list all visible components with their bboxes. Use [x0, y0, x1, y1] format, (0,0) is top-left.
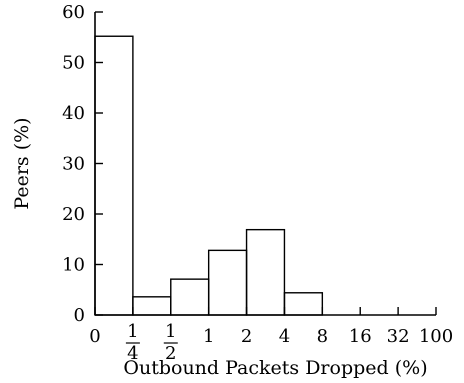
- y-tick-label: 0: [74, 305, 85, 326]
- y-tick-label: 30: [62, 154, 85, 175]
- y-tick-label: 20: [62, 204, 85, 225]
- x-tick-fraction: 14: [125, 321, 140, 364]
- x-tick-label: 0: [89, 326, 100, 347]
- x-tick-denominator: 4: [127, 343, 138, 364]
- histogram-bar-1: [132, 296, 172, 316]
- histogram-bar-3: [207, 249, 248, 316]
- x-tick-numerator: 1: [165, 321, 176, 342]
- x-tick-label: 2: [241, 326, 252, 347]
- y-axis-label: Peers (%): [11, 117, 33, 209]
- histogram-bar-2: [170, 278, 210, 316]
- y-tick-label: 60: [62, 2, 85, 23]
- y-tick-label: 10: [62, 255, 85, 276]
- x-tick-label: 4: [279, 326, 290, 347]
- y-axis-ticks: 0 10 20 30 40 50 60: [62, 2, 103, 326]
- histogram-bar-4: [245, 228, 286, 316]
- histogram-bar-5: [283, 292, 324, 316]
- y-tick-label: 50: [62, 53, 85, 74]
- x-tick-label: 100: [419, 326, 453, 347]
- histogram-bar-0: [94, 35, 134, 316]
- histogram-bars: [94, 35, 324, 316]
- x-axis-label: Outbound Packets Dropped (%): [123, 357, 427, 379]
- x-tick-fraction: 12: [163, 321, 178, 364]
- x-tick-label: 1: [203, 326, 214, 347]
- x-tick-label: 8: [317, 326, 328, 347]
- x-tick-numerator: 1: [127, 321, 138, 342]
- x-tick-denominator: 2: [165, 343, 176, 364]
- y-tick-label: 40: [62, 103, 85, 124]
- x-tick-label: 32: [387, 326, 410, 347]
- x-tick-label: 16: [349, 326, 372, 347]
